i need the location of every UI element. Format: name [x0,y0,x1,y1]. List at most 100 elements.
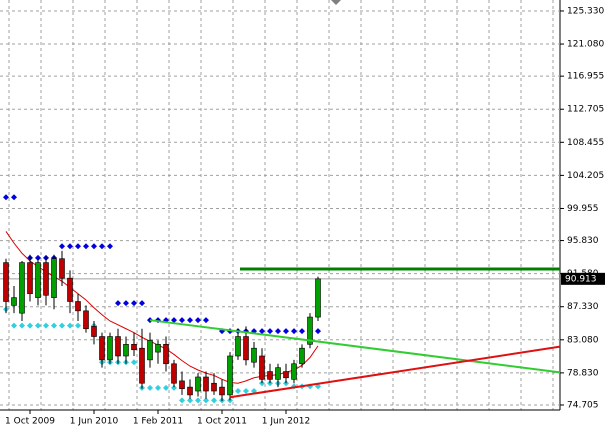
level-dot [51,322,57,329]
y-tick-label: 125.330 [567,6,604,16]
candle-body [147,340,153,361]
candle-body [211,382,217,392]
candle-body [115,336,121,357]
x-tick-label: 1 Feb 2011 [133,417,183,427]
candle-body [187,386,193,396]
last-price-label: 90.913 [565,274,597,284]
level-dot [195,397,201,404]
level-dot [3,194,9,201]
y-tick-label: 87.330 [567,302,599,312]
level-dot [67,243,73,250]
level-dot [75,322,81,329]
candle-body [27,262,33,295]
candle-body [291,363,297,380]
level-dot [235,388,241,395]
level-dot [11,194,17,201]
level-dot [179,397,185,404]
level-dot [35,254,41,261]
level-dot [131,359,137,366]
candle-body [67,277,73,302]
candle-body [171,363,177,384]
level-dot [291,328,297,335]
y-tick-label: 99.955 [567,204,599,214]
level-dot [171,317,177,324]
candle-body [299,347,305,365]
candle-body [155,344,161,353]
level-dot [43,322,49,329]
candle-body [179,380,185,389]
level-dot [147,384,153,391]
candle-body [3,262,9,302]
level-dot [259,328,265,335]
x-tick-label: 1 Oct 2009 [5,417,55,427]
candle-body [75,301,81,312]
candle-body [163,344,169,365]
x-tick-label: 1 Jun 2012 [262,417,310,427]
candle-body [19,262,25,314]
candle-body [43,262,49,296]
level-dot [171,384,177,391]
last-price-tag [561,272,605,285]
y-tick-label: 116.955 [567,72,604,82]
candle-body [267,371,273,380]
candle-body [123,344,129,357]
moving-average [5,231,319,384]
level-dot [107,243,113,250]
level-dot [11,322,17,329]
candle-body [227,355,233,396]
candle-body [235,336,241,357]
level-dot [163,384,169,391]
level-dot [203,397,209,404]
level-dot [91,243,97,250]
level-dot [59,322,65,329]
candle-body [259,355,265,380]
level-dot [115,300,121,307]
y-tick-label: 95.830 [567,236,599,246]
x-tick-label: 1 Oct 2011 [197,417,247,427]
level-dot [211,397,217,404]
level-dot [155,384,161,391]
level-dot [299,328,305,335]
level-dot [139,300,145,307]
level-dot [243,388,249,395]
candle-body [99,336,105,361]
candle-body [131,344,137,351]
trendline [149,319,561,374]
level-dot [187,397,193,404]
candle-body [275,367,281,380]
level-dot [187,317,193,324]
level-dot [75,243,81,250]
level-dot [179,317,185,324]
y-tick-label: 108.455 [567,138,604,148]
level-dot [123,300,129,307]
candle-body [251,347,257,363]
y-tick-label: 121.080 [567,40,604,50]
level-dot [315,328,321,335]
candle-body [219,386,225,396]
trendline [229,345,561,399]
y-tick-label: 104.205 [567,171,604,181]
candle-body [51,258,57,298]
candle-body [139,347,145,384]
level-dot [27,322,33,329]
candle-body [315,278,321,318]
y-tick-label: 112.705 [567,105,604,115]
level-dot [275,328,281,335]
chart-shift-marker [331,0,341,5]
level-dot [203,317,209,324]
y-tick-label: 83.080 [567,335,599,345]
candle-body [83,310,89,330]
candle-body [35,262,41,298]
level-dot [83,243,89,250]
candle-body [195,376,201,392]
candle-body [59,258,65,279]
candle-body [243,336,249,361]
level-dot [19,322,25,329]
y-tick-label: 78.830 [567,368,599,378]
candle-body [107,336,113,361]
candle-body [91,326,97,337]
candle-body [203,376,209,392]
